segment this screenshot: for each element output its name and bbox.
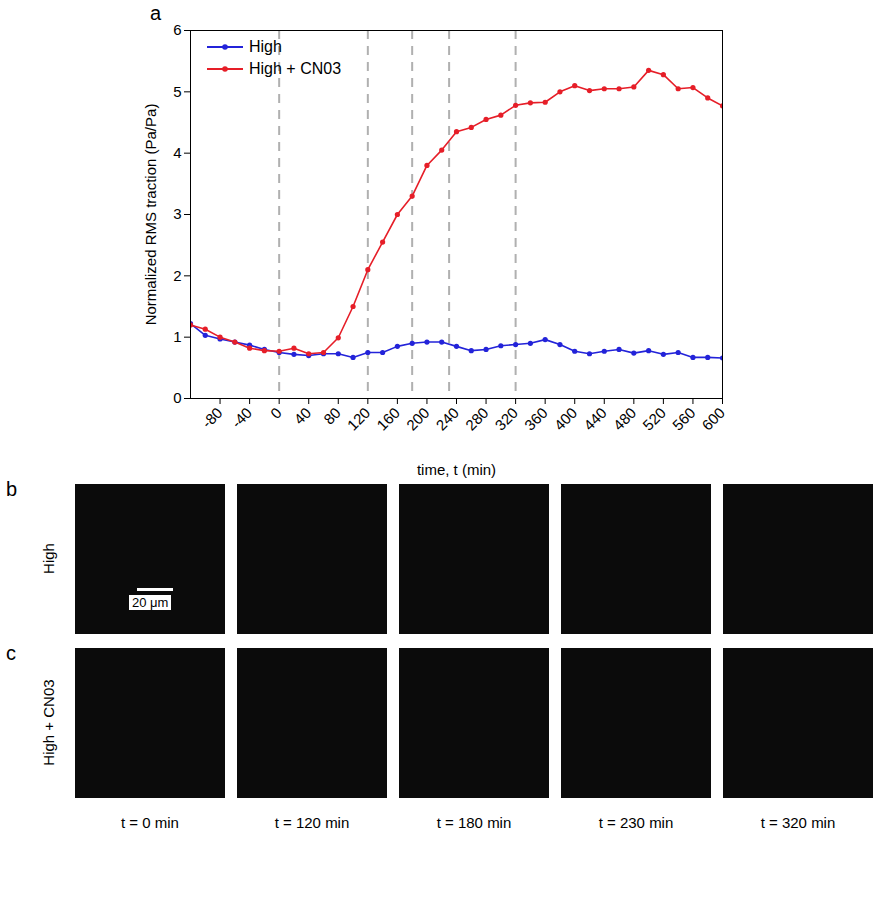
html-text:High: High bbox=[39, 543, 57, 574]
svg-text:Normalized RMS traction (Pa/Pa: Normalized RMS traction (Pa/Pa) bbox=[142, 104, 159, 326]
svg-text:480: 480 bbox=[610, 404, 640, 434]
svg-text:160: 160 bbox=[373, 404, 403, 434]
html-text:a: a bbox=[150, 2, 162, 24]
html-text:c: c bbox=[6, 642, 16, 664]
svg-text:6: 6 bbox=[173, 21, 181, 38]
svg-text:0: 0 bbox=[173, 389, 181, 406]
svg-text:time, t (min): time, t (min) bbox=[417, 461, 496, 478]
svg-text:80: 80 bbox=[320, 404, 344, 428]
svg-text:560: 560 bbox=[669, 404, 699, 434]
html-text:t = 320 min: t = 320 min bbox=[760, 814, 836, 831]
svg-text:40: 40 bbox=[290, 404, 314, 428]
html-text:High + CN03: High + CN03 bbox=[249, 60, 341, 77]
svg-text:320: 320 bbox=[491, 404, 521, 434]
svg-text:280: 280 bbox=[462, 404, 492, 434]
html-text:t = 0 min: t = 0 min bbox=[121, 814, 179, 831]
svg-text:5: 5 bbox=[173, 83, 181, 100]
svg-text:-40: -40 bbox=[228, 404, 255, 431]
svg-text:4: 4 bbox=[173, 144, 181, 161]
html-text:t = 230 min: t = 230 min bbox=[598, 814, 674, 831]
svg-text:520: 520 bbox=[639, 404, 669, 434]
svg-text:400: 400 bbox=[551, 404, 581, 434]
svg-text:360: 360 bbox=[521, 404, 551, 434]
svg-text:0: 0 bbox=[267, 404, 285, 422]
svg-text:3: 3 bbox=[173, 205, 181, 222]
svg-text:120: 120 bbox=[344, 404, 374, 434]
svg-text:440: 440 bbox=[580, 404, 610, 434]
html-text:t = 120 min: t = 120 min bbox=[274, 814, 350, 831]
svg-text:2: 2 bbox=[173, 267, 181, 284]
svg-text:200: 200 bbox=[403, 404, 433, 434]
html-text:High: High bbox=[249, 38, 282, 55]
svg-text:1: 1 bbox=[173, 328, 181, 345]
svg-text:240: 240 bbox=[432, 404, 462, 434]
html-text:t = 180 min: t = 180 min bbox=[436, 814, 512, 831]
svg-text:-80: -80 bbox=[198, 404, 225, 431]
svg-text:600: 600 bbox=[698, 404, 728, 434]
html-text:b: b bbox=[6, 478, 18, 500]
html-text:20 μm: 20 μm bbox=[132, 595, 169, 610]
html-text:High + CN03: High + CN03 bbox=[39, 679, 57, 766]
